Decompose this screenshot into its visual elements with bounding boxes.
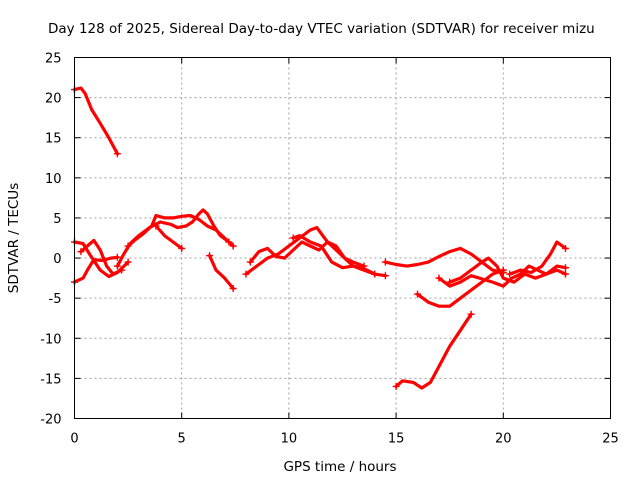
- plus-marker: [467, 310, 475, 318]
- y-tick-label: 5: [53, 212, 61, 227]
- plus-marker: [289, 234, 297, 242]
- plus-marker: [381, 258, 389, 266]
- y-tick-label: 25: [45, 52, 62, 67]
- series-satellite-track-17: [508, 240, 568, 276]
- plus-marker: [113, 262, 121, 270]
- y-tick-label: 10: [45, 172, 62, 187]
- plus-marker: [381, 272, 389, 280]
- plus-marker: [414, 290, 422, 298]
- axes-ticks: 0 5 10 15 20 25 -20 -15 -10 -5 0 5 10 15 20 25: [40, 52, 619, 447]
- chart-title: Day 128 of 2025, Sidereal Day-to-day VTE…: [48, 21, 595, 37]
- x-axis-label: GPS time / hours: [283, 459, 396, 475]
- plus-marker: [506, 270, 514, 278]
- series-satellite-track-8: [208, 254, 235, 291]
- plus-marker: [152, 222, 160, 230]
- plus-marker: [435, 274, 443, 282]
- plus-marker: [371, 270, 379, 278]
- plus-marker: [113, 253, 121, 261]
- series-satellite-track-11: [291, 234, 377, 276]
- series-satellite-track-13: [394, 312, 473, 390]
- plus-marker: [113, 150, 121, 158]
- plus-marker: [561, 244, 569, 252]
- grid: [74, 57, 611, 419]
- plus-marker: [229, 242, 237, 250]
- x-tick-label: 5: [178, 432, 186, 447]
- plus-marker: [118, 266, 126, 274]
- series-satellite-track-1: [72, 86, 120, 156]
- y-tick-label: -5: [49, 292, 62, 307]
- y-tick-label: -10: [40, 332, 61, 347]
- plus-marker: [124, 242, 132, 250]
- plus-marker: [246, 258, 254, 266]
- y-tick-label: 0: [53, 252, 61, 267]
- y-axis-label: SDTVAR / TECUs: [6, 183, 22, 293]
- data-layer: [71, 86, 569, 390]
- plus-marker: [242, 270, 250, 278]
- plus-marker: [229, 285, 237, 293]
- x-tick-label: 10: [281, 432, 298, 447]
- x-tick-label: 0: [70, 432, 78, 447]
- y-tick-label: 15: [45, 132, 62, 147]
- plus-marker: [178, 244, 186, 252]
- plus-marker: [561, 270, 569, 278]
- plus-marker: [561, 264, 569, 272]
- series-satellite-track-7: [154, 224, 184, 250]
- plus-marker: [77, 248, 85, 256]
- plus-marker: [392, 382, 400, 390]
- series-satellite-track-6: [126, 213, 235, 248]
- series-satellite-track-14: [415, 268, 505, 308]
- x-tick-label: 25: [602, 432, 619, 447]
- y-tick-label: 20: [45, 92, 62, 107]
- y-tick-label: -15: [40, 372, 61, 387]
- series-satellite-track-4: [79, 238, 124, 276]
- series-satellite-track-12: [383, 246, 505, 275]
- x-tick-label: 20: [495, 432, 512, 447]
- plus-marker: [206, 252, 214, 260]
- series-satellite-track-16: [437, 264, 568, 288]
- plot-frame: [74, 57, 611, 419]
- y-tick-label: -20: [40, 413, 61, 428]
- plus-marker: [124, 258, 132, 266]
- x-tick-label: 15: [388, 432, 405, 447]
- plus-marker: [499, 266, 507, 274]
